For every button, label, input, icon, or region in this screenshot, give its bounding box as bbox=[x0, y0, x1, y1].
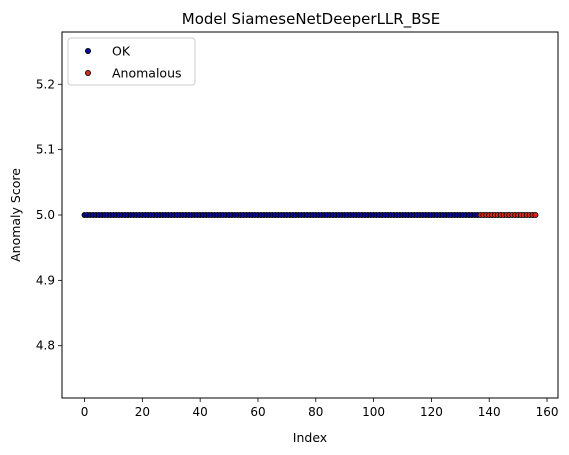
y-tick-label: 5.1 bbox=[36, 143, 55, 157]
x-tick-label: 20 bbox=[135, 405, 150, 419]
legend: OK Anomalous bbox=[67, 37, 196, 86]
x-tick-label: 120 bbox=[420, 405, 443, 419]
legend-marker-ok bbox=[85, 48, 92, 55]
x-tick-label: 60 bbox=[250, 405, 265, 419]
x-tick-label: 80 bbox=[308, 405, 323, 419]
x-axis-ticks: 0 20 40 60 80 100 120 140 160 bbox=[81, 398, 559, 419]
y-axis-ticks: 4.8 4.9 5.0 5.1 5.2 bbox=[36, 77, 62, 353]
x-tick-label: 160 bbox=[536, 405, 559, 419]
x-tick-label: 40 bbox=[193, 405, 208, 419]
y-tick-label: 5.2 bbox=[36, 77, 55, 91]
y-tick-label: 4.9 bbox=[36, 273, 55, 287]
legend-marker-anomalous bbox=[85, 70, 92, 77]
x-tick-label: 140 bbox=[478, 405, 501, 419]
y-axis-label: Anomaly Score bbox=[8, 168, 23, 262]
legend-label-anomalous: Anomalous bbox=[112, 66, 182, 81]
points-layer bbox=[81, 211, 539, 218]
y-tick-label: 5.0 bbox=[36, 208, 55, 222]
x-axis-label: Index bbox=[293, 430, 327, 445]
chart-title: Model SiameseNetDeeperLLR_BSE bbox=[182, 10, 441, 29]
x-tick-label: 100 bbox=[362, 405, 385, 419]
legend-label-ok: OK bbox=[112, 44, 131, 59]
anomalous-point bbox=[532, 211, 539, 218]
y-tick-label: 4.8 bbox=[36, 339, 55, 353]
legend-box bbox=[67, 37, 196, 86]
x-tick-label: 0 bbox=[81, 405, 89, 419]
